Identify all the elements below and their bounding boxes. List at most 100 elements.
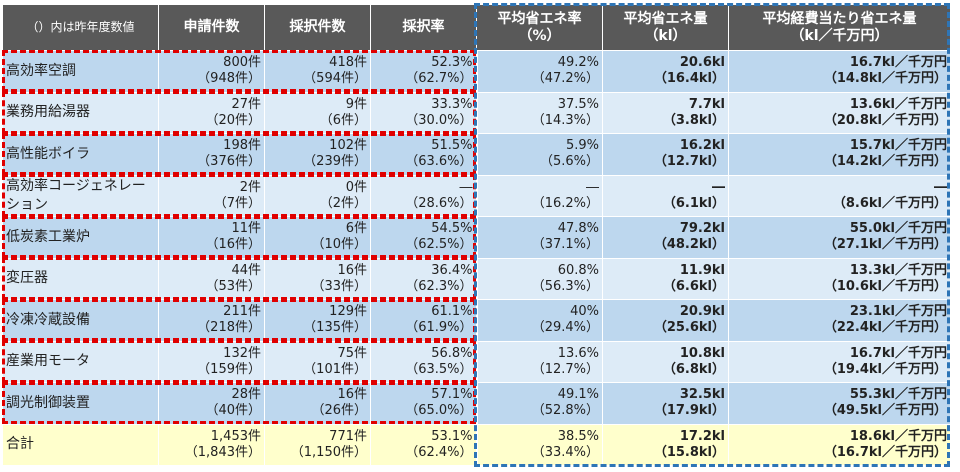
value-cell: ― （28.6%）	[370, 174, 478, 217]
previous-year-value: （594件）	[303, 71, 367, 87]
previous-year-value: （10件）	[311, 237, 367, 253]
value-cell: 16.7kl／千万円 （14.8kl／千万円）	[728, 50, 951, 93]
current-value: 11件	[231, 221, 261, 237]
previous-year-value: （26件）	[311, 403, 367, 419]
current-value: 198件	[223, 138, 261, 154]
value-cell: 418件 （594件）	[264, 50, 371, 93]
previous-year-value: （30.0%）	[405, 112, 473, 128]
previous-year-value: （29.4%）	[531, 320, 599, 336]
current-value: ―	[934, 179, 947, 195]
current-value: 49.2%	[557, 55, 599, 71]
current-value: 37.5%	[557, 96, 599, 112]
value-cell: 129件 （135件）	[264, 299, 371, 342]
value-cell: 6件 （10件）	[264, 216, 371, 259]
current-value: 54.5%	[431, 221, 473, 237]
value-cell: 13.3kl／千万円 （10.6kl／千万円）	[728, 257, 951, 300]
previous-year-value: （27.1kl／千万円）	[823, 237, 947, 253]
previous-year-value: （14.8kl／千万円）	[823, 71, 947, 87]
current-value: 16件	[337, 262, 367, 278]
previous-year-value: （63.6%）	[405, 154, 473, 170]
current-value: ―	[712, 179, 725, 195]
current-value: 13.6kl／千万円	[849, 96, 947, 112]
equipment-name: 変圧器	[2, 257, 159, 300]
current-value: 36.4%	[431, 262, 473, 278]
value-cell: 132件 （159件）	[158, 340, 265, 383]
value-cell: 16件 （33件）	[264, 257, 371, 300]
current-value: 16.7kl／千万円	[849, 345, 947, 361]
equipment-name: 高性能ボイラ	[2, 133, 159, 176]
column-header-4: 平均省エネ率 （%）	[476, 4, 603, 51]
value-cell: 11.9kl （6.6kl）	[602, 257, 729, 300]
current-value: 11.9kl	[679, 262, 725, 278]
value-cell: 211件 （218件）	[158, 299, 265, 342]
current-value: 40%	[570, 304, 599, 320]
previous-year-value: （33件）	[311, 278, 367, 294]
value-cell: 53.1% （62.4%）	[370, 423, 478, 466]
table-row: 冷凍冷蔵設備 211件 （218件） 129件 （135件） 61.1% （61.9%） 40…	[2, 299, 951, 342]
current-value: 16.7kl／千万円	[849, 55, 947, 71]
previous-year-value: （20.8kl／千万円）	[823, 112, 947, 128]
previous-year-value: （65.0%）	[405, 403, 473, 419]
current-value: 27件	[231, 96, 261, 112]
value-cell: 79.2kl （48.2kl）	[602, 216, 729, 259]
equipment-name: 高効率コージェネレーション	[2, 174, 159, 217]
current-value: 55.3kl／千万円	[849, 387, 947, 403]
current-value: 9件	[345, 96, 367, 112]
previous-year-value: （15.8kl）	[653, 444, 725, 460]
table-header: （）内は昨年度数値 申請件数 採択件数 採択率 平均省エネ率 （%） 平均省エネ量 （kl…	[2, 4, 951, 51]
current-value: 211件	[223, 304, 261, 320]
table-row: 高効率コージェネレーション 2件 （7件） 0件 （2件） ― （28.6%） ― （16.2%…	[2, 174, 951, 217]
previous-year-value: （61.9%）	[405, 320, 473, 336]
previous-year-value: （101件）	[303, 361, 367, 377]
value-cell: 57.1% （65.0%）	[370, 382, 478, 425]
table-row: 産業用モータ 132件 （159件） 75件 （101件） 56.8% （63.5%） 13.…	[2, 340, 951, 383]
value-cell: 49.1% （52.8%）	[476, 382, 603, 425]
previous-year-value: （376件）	[197, 154, 261, 170]
total-row: 合計 1,453件 （1,843件） 771件 （1,150件） 53.1% （62.4%）…	[2, 423, 951, 466]
previous-year-value: （22.4kl／千万円）	[823, 320, 947, 336]
equipment-name: 高効率空調	[2, 50, 159, 93]
value-cell: 49.2% （47.2%）	[476, 50, 603, 93]
previous-year-value: （33.4%）	[531, 444, 599, 460]
previous-year-value: （52.8%）	[531, 403, 599, 419]
value-cell: 20.9kl （25.6kl）	[602, 299, 729, 342]
previous-year-value: （37.1%）	[531, 237, 599, 253]
value-cell: ― （6.1kl）	[602, 174, 729, 217]
value-cell: 16.2kl （12.7kl）	[602, 133, 729, 176]
table-row: 調光制御装置 28件 （40件） 16件 （26件） 57.1% （65.0%） 49.1% （…	[2, 382, 951, 425]
previous-year-value: （62.3%）	[405, 278, 473, 294]
previous-year-value: （12.7%）	[531, 361, 599, 377]
value-cell: 27件 （20件）	[158, 91, 265, 134]
previous-year-value: （218件）	[197, 320, 261, 336]
current-value: ―	[586, 179, 599, 195]
value-cell: 75件 （101件）	[264, 340, 371, 383]
value-cell: 55.3kl／千万円 （49.5kl／千万円）	[728, 382, 951, 425]
value-cell: 10.8kl （6.8kl）	[602, 340, 729, 383]
current-value: 10.8kl	[679, 345, 725, 361]
value-cell: 61.1% （61.9%）	[370, 299, 478, 342]
value-cell: ― （16.2%）	[476, 174, 603, 217]
current-value: 16.2kl	[679, 138, 725, 154]
previous-year-value: （239件）	[303, 154, 367, 170]
table-row: 高効率空調 800件 （948件） 418件 （594件） 52.3% （62.7%） 49.…	[2, 50, 951, 93]
value-cell: 44件 （53件）	[158, 257, 265, 300]
value-cell: 23.1kl／千万円 （22.4kl／千万円）	[728, 299, 951, 342]
column-header-1: 申請件数	[158, 4, 265, 51]
current-value: 800件	[223, 55, 261, 71]
current-value: 56.8%	[431, 345, 473, 361]
value-cell: 16件 （26件）	[264, 382, 371, 425]
previous-year-value: （1,843件）	[184, 444, 261, 460]
current-value: 44件	[231, 262, 261, 278]
subsidy-results-table: （）内は昨年度数値 申請件数 採択件数 採択率 平均省エネ率 （%） 平均省エネ量 （kl…	[2, 4, 951, 466]
value-cell: 51.5% （63.6%）	[370, 133, 478, 176]
previous-year-value: （63.5%）	[405, 361, 473, 377]
value-cell: 60.8% （56.3%）	[476, 257, 603, 300]
column-header-6: 平均経費当たり省エネ量 （kl／千万円）	[728, 4, 951, 51]
current-value: 38.5%	[557, 428, 599, 444]
current-value: 55.0kl／千万円	[849, 221, 947, 237]
value-cell: 9件 （6件）	[264, 91, 371, 134]
value-cell: 56.8% （63.5%）	[370, 340, 478, 383]
value-cell: 52.3% （62.7%）	[370, 50, 478, 93]
previous-year-value: （6.1kl）	[662, 195, 725, 211]
previous-year-value: （25.6kl）	[653, 320, 725, 336]
